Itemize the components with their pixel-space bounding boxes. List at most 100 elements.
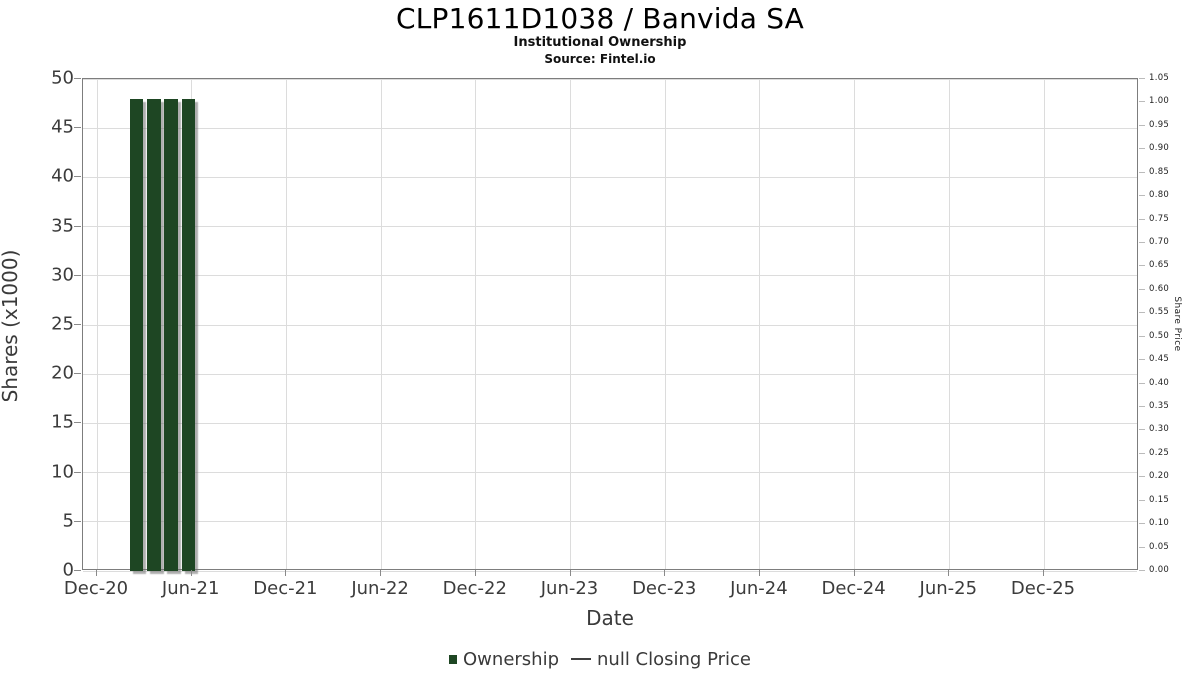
y-right-tick-mark (1139, 101, 1145, 103)
x-tick-mark (1043, 570, 1044, 576)
x-tick-mark (285, 570, 287, 576)
y-right-tick-label: 0.25 (1149, 447, 1170, 458)
y-left-tick-mark (74, 520, 81, 522)
y-right-tick-label: 1.00 (1149, 96, 1170, 107)
y-right-tick-mark (1139, 570, 1145, 571)
y-right-tick-label: 0.85 (1149, 166, 1170, 177)
x-tick-label: Dec-24 (821, 578, 886, 599)
y-left-tick-mark (74, 471, 81, 473)
x-tick-mark (96, 570, 97, 576)
y-axis-label-right: Share Price (1172, 296, 1182, 352)
y-right-tick-mark (1139, 335, 1145, 337)
y-left-tick-mark (74, 422, 81, 424)
y-left-tick-label: 35 (51, 215, 74, 237)
y-right-tick-label: 0.80 (1149, 190, 1170, 201)
y-left-tick-label: 30 (51, 264, 74, 286)
y-left-tick-label: 20 (51, 362, 74, 384)
y-right-tick-label: 0.40 (1149, 377, 1170, 388)
y-right-tick-label: 0.95 (1149, 119, 1170, 130)
x-tick-label: Dec-20 (63, 578, 129, 599)
y-left-tick-mark (74, 373, 81, 375)
gridline-horizontal (83, 226, 1137, 228)
y-left-tick-mark (74, 78, 81, 79)
y-right-tick-mark (1139, 148, 1145, 150)
y-right-tick-mark (1139, 382, 1145, 384)
y-right-tick-label: 0.15 (1149, 494, 1170, 505)
y-left-tick-mark (74, 225, 81, 227)
x-tick-mark (569, 570, 571, 576)
ownership-bar (181, 98, 196, 571)
chart-title: CLP1611D1038 / Banvida SA (395, 2, 805, 35)
y-left-tick-label: 5 (62, 510, 74, 532)
y-right-tick-mark (1139, 288, 1145, 290)
x-tick-mark (664, 570, 666, 576)
y-left-tick-label: 0 (62, 559, 74, 581)
y-right-tick-mark (1139, 523, 1145, 525)
x-tick-label: Dec-25 (1010, 578, 1076, 599)
y-right-tick-label: 0.45 (1149, 354, 1170, 365)
y-right-tick-label: 0.90 (1149, 143, 1170, 154)
y-right-tick-label: 0.35 (1149, 401, 1170, 411)
y-left-tick-label: 10 (51, 461, 74, 483)
y-left-tick-mark (74, 127, 81, 129)
x-tick-label: Jun-22 (351, 578, 409, 599)
gridline-horizontal (83, 78, 1137, 80)
gridline-horizontal (83, 373, 1137, 375)
y-right-tick-mark (1139, 78, 1145, 79)
x-tick-label: Jun-24 (730, 578, 788, 599)
y-left-tick-label: 15 (51, 411, 74, 433)
y-left-tick-label: 45 (51, 116, 74, 138)
y-right-tick-mark (1139, 546, 1145, 548)
ownership-bar (164, 98, 178, 571)
x-axis-label: Date (586, 606, 634, 630)
y-right-tick-mark (1139, 429, 1145, 431)
y-right-tick-label: 0.30 (1149, 424, 1170, 435)
y-right-tick-mark (1139, 218, 1145, 220)
x-tick-mark (758, 570, 760, 576)
legend-square-marker-icon (449, 654, 458, 664)
y-right-tick-label: 0.10 (1149, 518, 1170, 529)
legend-item: null Closing Price (571, 649, 751, 670)
x-tick-label: Dec-23 (632, 578, 697, 599)
y-right-tick-label: 0.20 (1149, 471, 1170, 482)
legend: Ownership null Closing Price (0, 646, 1200, 672)
x-tick-label: Jun-23 (540, 578, 599, 599)
y-right-tick-label: 0.05 (1149, 541, 1170, 552)
legend-item-label: null Closing Price (597, 648, 751, 670)
y-right-tick-mark (1139, 312, 1145, 314)
legend-item-label: Ownership (463, 648, 560, 670)
gridline-horizontal (83, 472, 1137, 474)
y-right-tick-label: 0.00 (1149, 565, 1170, 575)
gridline-horizontal (83, 521, 1137, 523)
y-right-tick-mark (1139, 476, 1145, 478)
x-tick-label: Dec-22 (442, 578, 507, 599)
y-right-tick-label: 0.55 (1149, 307, 1170, 318)
gridline-horizontal (83, 422, 1137, 424)
y-right-tick-label: 0.70 (1149, 237, 1170, 247)
y-left-tick-mark (74, 324, 81, 325)
gridline-vertical (948, 79, 950, 569)
gridline-horizontal (83, 570, 1137, 572)
gridline-vertical (475, 79, 477, 569)
y-right-tick-mark (1139, 195, 1145, 197)
chart-source: Source: Fintel.io (544, 52, 656, 66)
gridline-horizontal (83, 324, 1137, 326)
y-right-tick-mark (1139, 265, 1145, 267)
y-axis-label-left: Shares (x1000) (0, 249, 22, 403)
x-tick-mark (853, 570, 855, 576)
y-right-tick-label: 1.05 (1149, 73, 1170, 83)
gridline-vertical (759, 79, 761, 569)
x-tick-mark (190, 570, 192, 576)
x-tick-label: Jun-25 (919, 578, 978, 599)
y-right-tick-label: 0.60 (1149, 283, 1170, 294)
y-right-tick-mark (1139, 242, 1145, 243)
y-left-tick-mark (74, 570, 81, 571)
y-right-tick-mark (1139, 452, 1145, 454)
gridline-vertical (285, 79, 287, 569)
y-right-tick-mark (1139, 406, 1145, 407)
y-right-tick-label: 0.75 (1149, 213, 1170, 224)
y-right-tick-mark (1139, 124, 1145, 126)
gridline-vertical (380, 79, 382, 569)
legend-item: Ownership (449, 649, 559, 670)
x-tick-label: Jun-21 (161, 578, 220, 599)
